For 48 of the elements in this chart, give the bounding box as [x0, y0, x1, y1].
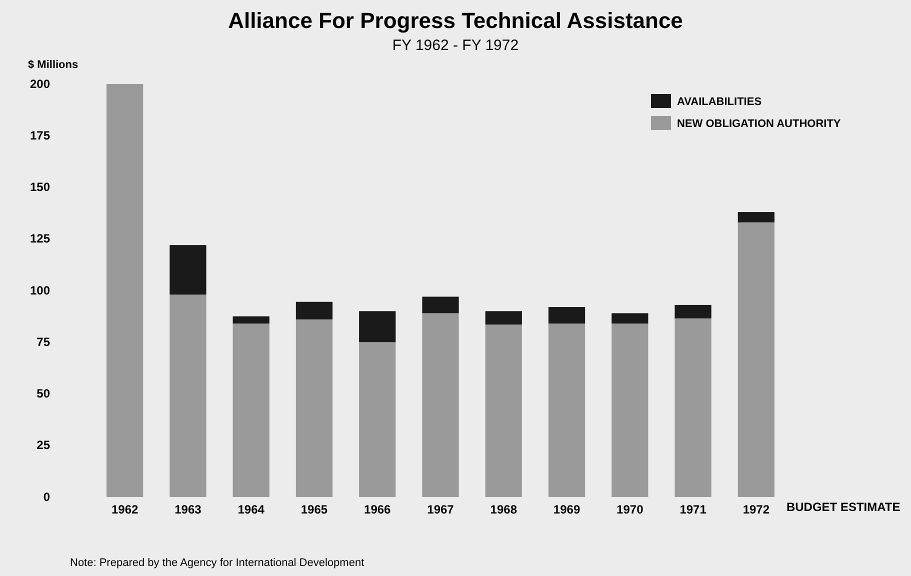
chart-title: Alliance For Progress Technical Assistance [228, 8, 683, 33]
bar [232, 316, 270, 324]
bar [170, 245, 206, 295]
y-tick-label: 50 [36, 386, 50, 401]
bar [548, 324, 586, 497]
text: Note: Prepared by the Agency for International Development [70, 557, 364, 569]
bar [612, 313, 648, 324]
bar [738, 212, 774, 222]
y-tick-label: 150 [30, 180, 50, 194]
bar [674, 304, 712, 318]
bar [170, 294, 206, 497]
y-tick-label: 0 [43, 490, 50, 504]
y-tick-label: 125 [30, 232, 50, 246]
bar [422, 296, 459, 314]
bar [232, 324, 270, 497]
bar [612, 324, 648, 497]
y-tick-label: 100 [30, 283, 50, 298]
y-tick-label: 25 [36, 438, 50, 452]
bar [674, 318, 712, 497]
x-tick-label: 1963 [174, 502, 202, 517]
bar [359, 342, 396, 497]
annotation: BUDGET ESTIMATE [786, 500, 900, 514]
x-tick-label: 1965 [300, 502, 328, 517]
bar [359, 311, 396, 342]
bar [296, 319, 333, 497]
y-tick-label: 175 [30, 128, 50, 142]
bar [738, 222, 774, 497]
chart-subtitle: FY 1962 - FY 1972 [392, 37, 519, 54]
x-tick-label: 1966 [364, 502, 392, 517]
x-tick-label: 1970 [616, 502, 644, 517]
bar [422, 313, 459, 497]
bar [485, 324, 522, 497]
legend-label: NEW OBLIGATION AUTHORITY [677, 118, 842, 130]
x-tick-label: 1964 [238, 502, 265, 517]
x-tick-label: 1968 [490, 502, 518, 517]
bar [106, 84, 144, 497]
bar [548, 307, 586, 324]
legend-label: AVAILABILITIES [677, 96, 762, 108]
x-tick-label: 1967 [427, 502, 454, 517]
bar [485, 311, 522, 325]
y-axis-title: $ Millions [28, 59, 78, 71]
x-tick-label: 1969 [553, 502, 580, 517]
x-tick-label: 1971 [680, 502, 707, 517]
x-tick-label: 1972 [742, 502, 770, 517]
bar [296, 302, 333, 320]
y-tick-label: 75 [36, 334, 50, 349]
y-tick-label: 200 [30, 76, 50, 91]
x-tick-label: 1962 [111, 502, 138, 517]
